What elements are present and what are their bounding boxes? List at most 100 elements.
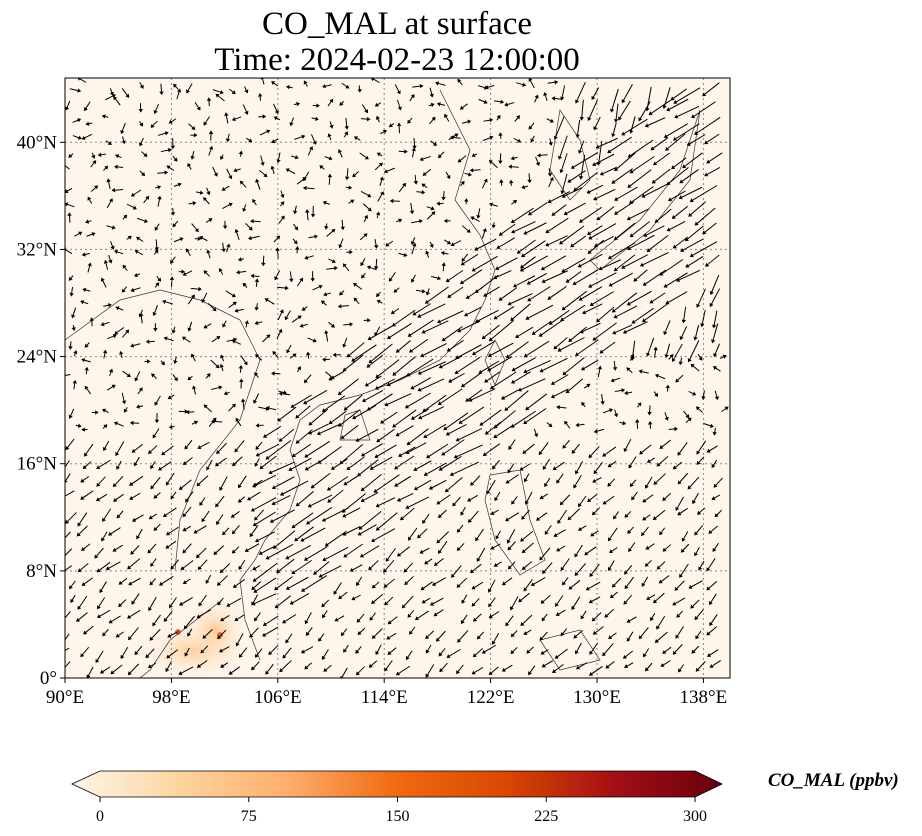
wind-arrow <box>404 576 414 586</box>
wind-arrow <box>539 357 568 373</box>
wind-arrow <box>668 426 678 432</box>
wind-arrow <box>547 80 559 85</box>
wind-arrow <box>675 496 684 511</box>
wind-arrow <box>510 647 518 654</box>
wind-arrow <box>417 361 446 375</box>
wind-arrow <box>457 320 481 333</box>
wind-arrow <box>575 662 588 670</box>
wind-arrow <box>245 223 253 231</box>
wind-arrow <box>196 609 212 619</box>
wind-arrow <box>406 358 434 377</box>
wind-arrow <box>712 310 718 329</box>
wind-arrow <box>295 429 313 444</box>
wind-arrow <box>185 409 195 415</box>
wind-arrow <box>592 153 615 166</box>
wind-arrow <box>428 479 447 490</box>
wind-arrow <box>295 405 311 419</box>
wind-arrow <box>144 359 151 364</box>
wind-arrow <box>113 96 121 106</box>
wind-arrow <box>571 443 580 454</box>
wind-arrow <box>255 423 264 428</box>
wind-arrow <box>538 320 563 337</box>
wind-arrow <box>662 646 672 654</box>
wind-arrow <box>371 628 383 639</box>
wind-arrow <box>312 103 320 108</box>
wind-arrow <box>271 138 279 143</box>
wind-arrow <box>712 366 721 372</box>
wind-arrow <box>561 290 587 311</box>
wind-arrow <box>197 559 208 570</box>
wind-arrow <box>103 303 112 308</box>
wind-arrow <box>493 306 515 320</box>
wind-arrow <box>321 599 330 608</box>
wind-arrow <box>106 225 116 230</box>
wind-arrow <box>478 85 488 90</box>
wind-arrow <box>355 646 362 654</box>
wind-arrow <box>476 208 481 219</box>
wind-arrow <box>375 512 398 531</box>
wind-arrow <box>530 577 546 586</box>
wind-arrow <box>77 563 89 573</box>
wind-arrow <box>65 187 73 193</box>
colorbar-tick-label: 75 <box>241 808 257 825</box>
wind-arrow <box>65 512 77 524</box>
wind-arrow <box>537 153 548 158</box>
wind-arrow <box>565 271 582 283</box>
wind-arrow <box>655 373 666 380</box>
wind-arrow <box>242 282 248 288</box>
wind-arrow <box>457 155 467 163</box>
wind-arrow <box>268 461 295 475</box>
wind-arrow <box>265 663 274 675</box>
wind-arrow <box>577 525 587 531</box>
wind-arrow <box>289 117 294 127</box>
wind-arrow <box>557 135 568 160</box>
wind-arrow <box>490 509 499 515</box>
wind-arrow <box>203 404 212 413</box>
wind-arrow <box>295 246 300 254</box>
wind-arrow <box>182 578 191 584</box>
wind-arrow <box>574 642 582 655</box>
wind-arrow <box>441 262 446 272</box>
wind-arrow <box>665 291 688 305</box>
wind-arrow <box>578 495 587 508</box>
wind-arrow <box>672 123 700 141</box>
wind-arrow <box>221 185 230 191</box>
wind-arrow <box>273 235 281 243</box>
wind-arrow <box>411 242 417 255</box>
wind-arrow <box>421 597 431 604</box>
wind-arrow <box>573 630 583 639</box>
wind-arrow <box>187 163 192 170</box>
wind-arrow <box>428 102 435 108</box>
wind-arrow <box>155 185 162 190</box>
wind-arrow <box>76 612 88 622</box>
wind-arrow <box>488 320 514 342</box>
wind-arrow <box>654 208 672 223</box>
wind-arrow <box>706 558 716 572</box>
colorbar-tick-label: 0 <box>96 808 104 825</box>
wind-arrow <box>413 479 432 491</box>
wind-arrow <box>141 151 148 157</box>
wind-arrow <box>621 254 648 269</box>
wind-arrow <box>134 371 141 382</box>
wind-arrow <box>677 507 688 516</box>
wind-arrow <box>271 476 295 490</box>
wind-arrow <box>395 340 411 353</box>
wind-arrow <box>405 650 413 661</box>
wind-arrow <box>170 138 176 150</box>
wind-arrow <box>510 303 531 321</box>
wind-arrow <box>646 235 669 252</box>
wind-arrow <box>486 479 496 495</box>
wind-arrow <box>225 290 236 298</box>
wind-arrow <box>228 666 241 675</box>
wind-arrow <box>325 371 335 380</box>
wind-arrow <box>72 118 82 123</box>
wind-arrow <box>375 644 382 655</box>
graticule <box>65 78 730 678</box>
wind-arrow <box>81 543 91 551</box>
wind-arrow <box>84 366 89 375</box>
wind-arrow <box>80 300 89 305</box>
wind-arrow <box>489 202 498 207</box>
wind-arrow <box>577 253 603 268</box>
wind-arrow <box>258 93 263 101</box>
wind-arrow <box>323 664 332 672</box>
